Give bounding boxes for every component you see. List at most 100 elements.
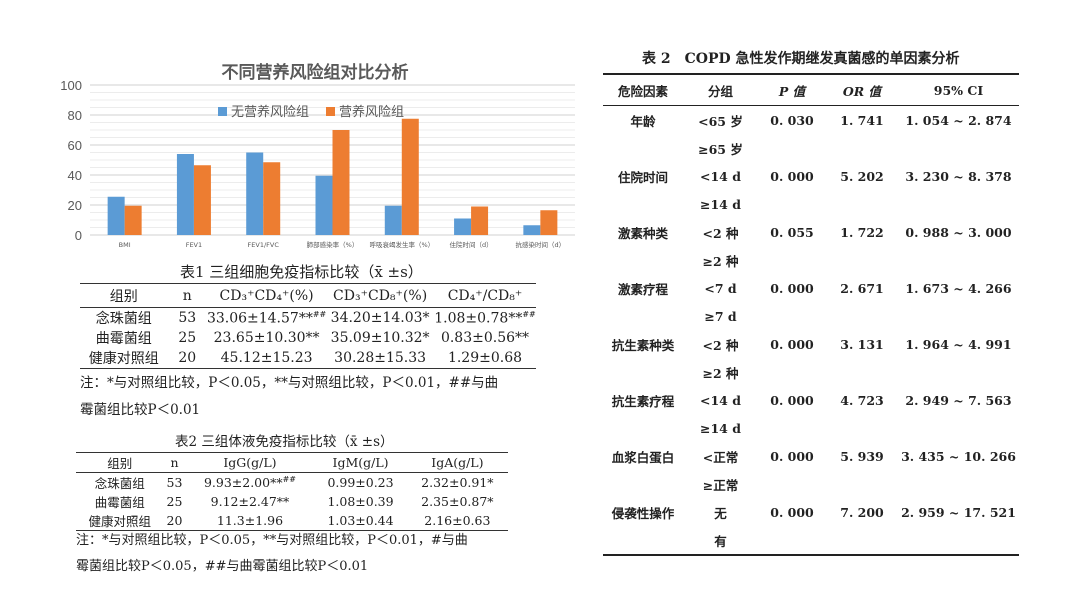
- cell-value: <2 种: [702, 337, 739, 353]
- cell-value: 0. 000: [770, 504, 814, 520]
- table-cell: 1.08±0.39: [314, 492, 406, 511]
- x-tick-label: 抗感染时间（d）: [516, 240, 566, 249]
- x-tick-label: BMI: [119, 241, 131, 249]
- cell-value: <正常: [702, 449, 739, 465]
- table-header-row: 组别 n CD₃⁺CD₄⁺(%) CD₃⁺CD₈⁺(%) CD₄⁺/CD₈⁺: [80, 283, 536, 308]
- table-cell: [758, 414, 826, 442]
- table-cell: [603, 414, 683, 442]
- bar: [107, 196, 125, 235]
- cell-value: 年龄: [630, 113, 656, 129]
- cell-value: 35.09±10.32*: [330, 330, 430, 346]
- table-cell: 抗生素种类: [603, 330, 683, 358]
- table-row: 血浆白蛋白 <正常 0. 000 5. 939 3. 435 ~ 10. 266: [603, 442, 1019, 470]
- table-cell: 2.16±0.63: [407, 511, 508, 531]
- table-row: 健康对照组 20 45.12±15.23 30.28±15.33 1.29±0.68: [80, 348, 536, 369]
- table-cell: [826, 470, 898, 498]
- cell-value: 2.35±0.87*: [421, 494, 494, 509]
- table-cell: 2.32±0.91*: [407, 473, 508, 493]
- table-cell: <正常: [683, 442, 758, 470]
- table-cell: 抗生素疗程: [603, 386, 683, 414]
- table-cell: 激素种类: [603, 218, 683, 246]
- table-cell: [758, 134, 826, 162]
- cell-value: 2. 949 ~ 7. 563: [905, 392, 1012, 408]
- cell-value: 侵袭性操作: [611, 505, 675, 521]
- cell-value: 有: [714, 533, 727, 549]
- table-row: 激素种类 <2 种 0. 055 1. 722 0. 988 ~ 3. 000: [603, 218, 1019, 246]
- y-tick-label: 20: [68, 198, 82, 213]
- table-cell: [826, 302, 898, 330]
- bar: [124, 205, 142, 235]
- table-cell: 1.08±0.78**##: [434, 308, 536, 329]
- cell-value: 30.28±15.33: [334, 350, 427, 366]
- cell-value: 0.99±0.23: [327, 475, 394, 490]
- table-cell: [898, 526, 1019, 555]
- table-row: ≥2 种: [603, 358, 1019, 386]
- cell-value: 0. 000: [770, 448, 814, 464]
- cell-value: 20: [166, 513, 183, 528]
- cell-value: ≥7 d: [704, 308, 737, 324]
- table-row: 健康对照组 20 11.3±1.96 1.03±0.44 2.16±0.63: [76, 511, 508, 531]
- table-row: 念珠菌组 53 9.93±2.00**## 0.99±0.23 2.32±0.91*: [76, 473, 508, 493]
- table2-title: 表2 三组体液免疫指标比较（x̄ ±s）: [175, 434, 394, 450]
- table-cell: 0. 000: [758, 386, 826, 414]
- table-cell: 0. 055: [758, 218, 826, 246]
- table-cell: 年龄: [603, 106, 683, 135]
- column-header: IgA(g/L): [406, 452, 508, 473]
- table-cell: ≥2 种: [683, 246, 758, 274]
- table-cell: 0. 030: [758, 106, 826, 135]
- table-cell: [758, 358, 826, 386]
- cell-value: 3. 131: [840, 336, 884, 352]
- cell-value: 3. 435 ~ 10. 266: [901, 448, 1016, 464]
- table-cell: <65 岁: [683, 106, 758, 135]
- y-tick-label: 40: [68, 168, 82, 183]
- note-line: 霉菌组比较P＜0.01: [80, 402, 201, 418]
- table-cell: [898, 190, 1019, 218]
- table-cell: [898, 302, 1019, 330]
- table-row: ≥14 d: [603, 414, 1019, 442]
- table-cell: [758, 526, 826, 555]
- table-cell: 2.35±0.87*: [407, 492, 508, 511]
- x-tick-label: 呼吸衰竭发生率（%）: [369, 240, 434, 249]
- cell-value: 11.3±1.96: [216, 513, 284, 528]
- table-cell: 35.09±10.32*: [326, 328, 434, 348]
- cell-value: 20: [178, 350, 197, 366]
- table-row: ≥7 d: [603, 302, 1019, 330]
- table-cell: <2 种: [683, 218, 758, 246]
- cell-value: 25: [166, 494, 183, 509]
- table-cell: <2 种: [683, 330, 758, 358]
- table-row: ≥正常: [603, 470, 1019, 498]
- table-row: 侵袭性操作 无 0. 000 7. 200 2. 959 ~ 17. 521: [603, 498, 1019, 526]
- note-line: 注：*与对照组比较，P＜0.05，**与对照组比较，P＜0.01，#与曲: [76, 533, 468, 548]
- cell-value: ≥正常: [702, 477, 739, 493]
- cell-value: 33.06±14.57**: [206, 310, 313, 327]
- column-header: IgG(g/L): [185, 452, 315, 473]
- table-cell: 血浆白蛋白: [603, 442, 683, 470]
- table-row: 激素疗程 <7 d 0. 000 2. 671 1. 673 ~ 4. 266: [603, 274, 1019, 302]
- cell-value: <65 岁: [698, 113, 743, 129]
- table-cell: 0. 000: [758, 274, 826, 302]
- table-cell: 7. 200: [826, 498, 898, 526]
- column-header: OR 值: [826, 74, 898, 106]
- cell-value: ≥14 d: [700, 420, 741, 436]
- table-cell: ≥14 d: [683, 414, 758, 442]
- table-cell: [758, 470, 826, 498]
- column-header: n: [163, 452, 186, 473]
- legend-label: 营养风险组: [339, 104, 404, 120]
- column-header: CD₄⁺/CD₈⁺: [433, 283, 536, 308]
- table-cell: [826, 246, 898, 274]
- table-cell: 9.12±2.47**: [186, 492, 315, 511]
- table-cell: [603, 134, 683, 162]
- table-cell: 53: [168, 308, 207, 329]
- cell-value: 23.65±10.30**: [213, 330, 320, 346]
- table-cell: ≥正常: [683, 470, 758, 498]
- cell-value: 9.93±2.00**: [203, 475, 283, 491]
- table-cell: 无: [683, 498, 758, 526]
- legend-swatch: [218, 107, 227, 116]
- cell-value: 53: [166, 475, 183, 490]
- cell-value: 1.08±0.39: [327, 494, 394, 509]
- table-cell: 25: [163, 492, 185, 511]
- table-cell: [603, 526, 683, 555]
- table-cell: 健康对照组: [80, 348, 168, 369]
- table-cell: <14 d: [683, 386, 758, 414]
- table-cell: ≥2 种: [683, 358, 758, 386]
